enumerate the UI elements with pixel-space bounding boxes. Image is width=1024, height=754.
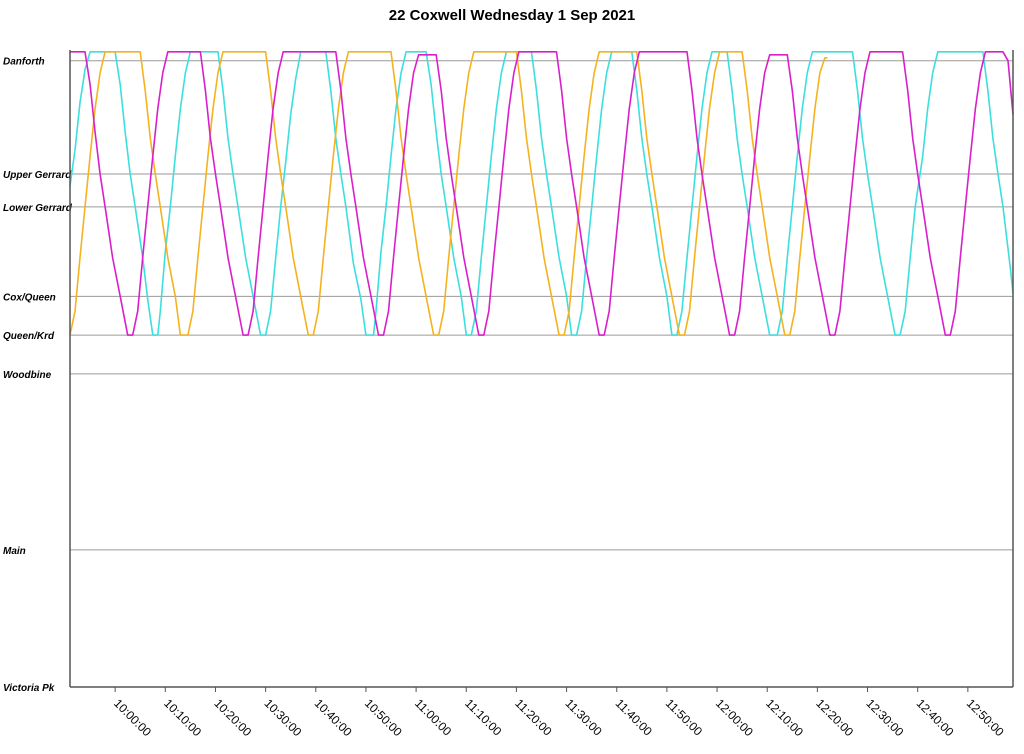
stop-label: Main: [3, 546, 26, 557]
x-tick-label: 10:50:00: [362, 696, 405, 739]
x-tick-label: 12:50:00: [964, 696, 1007, 739]
x-tick-label: 12:10:00: [763, 696, 806, 739]
stop-label: Upper Gerrard: [3, 170, 72, 181]
x-tick-label: 11:50:00: [663, 696, 706, 739]
x-tick-label: 10:20:00: [211, 696, 254, 739]
chart-title: 22 Coxwell Wednesday 1 Sep 2021: [389, 7, 636, 24]
x-tick-label: 10:40:00: [312, 696, 355, 739]
vehicle-traces: [69, 51, 1014, 336]
x-tick-label: 10:30:00: [262, 696, 305, 739]
x-tick-label: 11:10:00: [462, 696, 505, 739]
stop-label: Danforth: [3, 57, 45, 68]
x-tick-label: 11:20:00: [512, 696, 555, 739]
x-tick-label: 12:40:00: [914, 696, 957, 739]
x-tick-labels: 10:00:00 10:10:00 10:20:00 10:30:00 10:40:00…: [111, 687, 1007, 739]
stop-label: Woodbine: [3, 370, 52, 381]
x-tick-label: 12:00:00: [713, 696, 756, 739]
stop-label: Queen/Krd: [3, 331, 55, 342]
x-tick-label: 10:10:00: [161, 696, 204, 739]
x-tick-label: 11:40:00: [613, 696, 656, 739]
stop-label: Lower Gerrard: [3, 203, 73, 214]
stop-labels: Danforth Upper Gerrard Lower Gerrard Cox/Qu…: [3, 57, 73, 694]
x-tick-label: 10:00:00: [111, 696, 154, 739]
stop-label: Cox/Queen: [3, 292, 56, 303]
x-tick-label: 12:30:00: [863, 696, 906, 739]
vehicle-trace-2: [69, 51, 828, 336]
axes: [69, 50, 1014, 688]
x-tick-label: 12:20:00: [813, 696, 856, 739]
x-tick-label: 11:30:00: [562, 696, 605, 739]
vehicle-trace-3: [70, 51, 1014, 336]
x-tick-label: 11:00:00: [412, 696, 455, 739]
gridlines: [70, 60, 1013, 688]
vehicle-trace-1: [69, 51, 1014, 336]
stop-label: Victoria Pk: [3, 683, 55, 694]
